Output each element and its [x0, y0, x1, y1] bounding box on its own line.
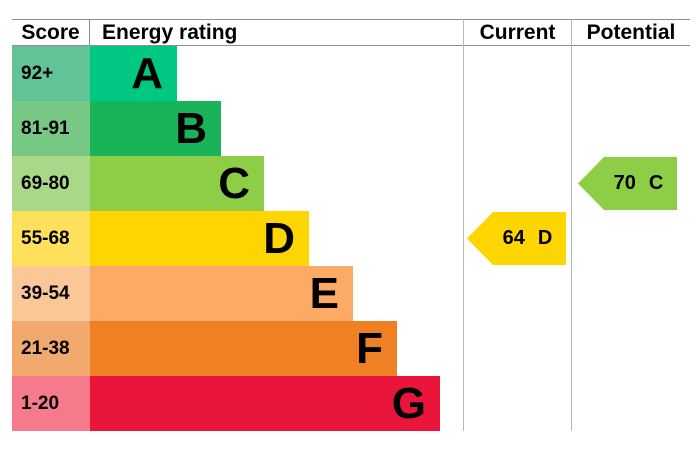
band-letter: A — [131, 48, 163, 98]
score-range-label: 81-91 — [21, 117, 70, 139]
band-letter: D — [263, 213, 295, 263]
band-row-e: 39-54 E — [12, 266, 440, 321]
potential-value: 70 — [613, 172, 636, 194]
score-range-label: 92+ — [21, 62, 54, 84]
band-letter: E — [309, 268, 339, 318]
potential-column-divider — [571, 19, 572, 431]
rating-bar: B — [90, 101, 221, 156]
score-range-label: 1-20 — [21, 392, 60, 414]
rating-bar: F — [90, 321, 397, 376]
band-letter: F — [356, 323, 383, 373]
rating-bar: G — [90, 376, 440, 431]
score-range-label: 39-54 — [21, 282, 70, 304]
rating-bar: A — [90, 46, 177, 101]
score-range-label: 21-38 — [21, 337, 70, 359]
current-header: Current — [479, 21, 556, 44]
band-letter: B — [175, 103, 207, 153]
potential-arrow: 70 C — [578, 157, 677, 210]
score-range-label: 55-68 — [21, 227, 70, 249]
header-bottom-rule — [12, 45, 690, 46]
band-rows: 92+ A 81-91 B 69-80 C 55-68 — [12, 46, 440, 431]
current-column-divider — [463, 19, 464, 431]
energy-rating-header: Energy rating — [102, 21, 238, 44]
score-header: Score — [21, 21, 80, 44]
rating-bar: C — [90, 156, 264, 211]
band-row-c: 69-80 C — [12, 156, 440, 211]
score-cell: 55-68 — [12, 211, 90, 266]
band-letter: G — [391, 378, 426, 428]
score-cell: 92+ — [12, 46, 90, 101]
band-row-f: 21-38 F — [12, 321, 440, 376]
band-row-g: 1-20 G — [12, 376, 440, 431]
score-column-divider — [89, 19, 90, 45]
band-row-d: 55-68 D — [12, 211, 440, 266]
score-cell: 1-20 — [12, 376, 90, 431]
score-cell: 81-91 — [12, 101, 90, 156]
header-top-rule — [12, 19, 690, 20]
band-row-b: 81-91 B — [12, 101, 440, 156]
rating-bar: E — [90, 266, 353, 321]
current-value: 64 — [502, 227, 525, 249]
rating-bar: D — [90, 211, 309, 266]
band-letter: C — [218, 158, 250, 208]
score-cell: 69-80 — [12, 156, 90, 211]
current-band-letter: D — [537, 227, 553, 249]
current-arrow: 64 D — [467, 212, 566, 265]
potential-band-letter: C — [648, 172, 664, 194]
potential-header: Potential — [586, 21, 676, 44]
score-range-label: 69-80 — [21, 172, 70, 194]
score-cell: 39-54 — [12, 266, 90, 321]
score-cell: 21-38 — [12, 321, 90, 376]
band-row-a: 92+ A — [12, 46, 440, 101]
